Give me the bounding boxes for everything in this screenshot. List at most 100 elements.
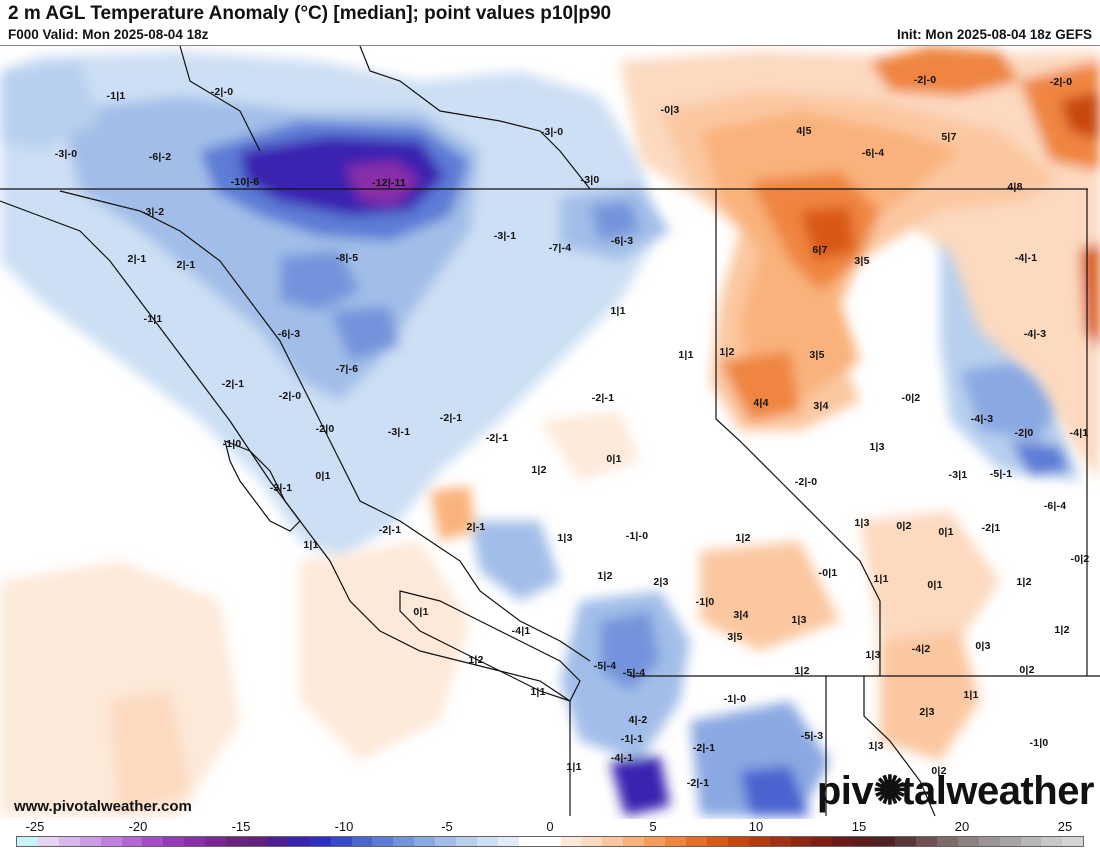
colorbar-cell [246,837,268,846]
colorbar-cell [748,837,770,846]
point-value-label: 4|-2 [628,714,648,726]
boundary-yukon-nwt [359,46,591,190]
colorbar-cell [267,837,289,846]
colorbar-cell [623,837,645,846]
point-value-label: -5|-3 [800,730,824,742]
point-value-label: 1|2 [468,654,484,666]
point-value-label: 1|2 [597,570,613,582]
colorbar-tick-label: -15 [231,819,251,834]
point-value-label: -2|-0 [794,476,818,488]
point-value-label: -2|-0 [913,74,937,86]
point-value-label: -5|-4 [593,660,617,672]
boundary-id-mt [863,676,936,817]
point-value-label: -1|0 [222,438,242,450]
point-value-label: 4|8 [1007,181,1023,193]
credit-url[interactable]: www.pivotalweather.com [14,798,192,815]
point-value-label: 3|5 [809,349,825,361]
point-value-label: -6|-3 [610,235,634,247]
colorbar-cell [853,837,875,846]
colorbar-cell [706,837,728,846]
point-value-label: 2|-1 [127,253,147,265]
point-value-label: 0|3 [975,640,991,652]
colorbar-cell [435,837,457,846]
colorbar-cell [560,837,582,846]
colorbar-cell [665,837,686,846]
colorbar-tick-label: 15 [851,819,867,834]
colorbar-cell [205,837,227,846]
point-value-label: -3|-1 [269,482,293,494]
colorbar-tick-label: 5 [649,819,657,834]
warm-anomaly-region [0,46,1100,816]
point-value-label: -2|-1 [378,524,402,536]
point-value-label: -3|0 [580,174,600,186]
point-value-label: -4|2 [911,643,931,655]
colorbar-tick-label: 25 [1057,819,1073,834]
colorbar-cell [79,837,101,846]
point-value-label: -2|-1 [221,378,245,390]
point-value-label: 1|2 [1016,576,1032,588]
point-value-label: 4|4 [753,397,769,409]
point-value-label: 0|1 [938,526,954,538]
point-value-label: 0|2 [1019,664,1035,676]
colorbar-cell [100,837,122,846]
colorbar-tick-label: -10 [334,819,354,834]
point-value-label: -0|3 [660,104,680,116]
point-value-label: 3|5 [854,255,870,267]
colorbar-cell [686,837,707,846]
point-value-label: 3|4 [733,609,749,621]
colorbar-tick-label: 10 [748,819,764,834]
point-value-label: -3|1 [948,469,968,481]
point-value-label: -4|-3 [970,413,994,425]
point-value-label: -6|-3 [277,328,301,340]
point-value-label: 1|1 [963,689,979,701]
colorbar-cell [644,837,666,846]
point-value-label: 0|1 [413,606,429,618]
point-value-label: 1|3 [854,517,870,529]
point-value-label: -7|-6 [335,363,359,375]
point-value-label: -6|-2 [148,151,172,163]
point-value-label: 5|7 [941,131,957,143]
point-value-label: 4|5 [796,125,812,137]
point-value-label: -12|-11 [371,177,407,189]
point-value-label: -10|-6 [230,176,260,188]
point-value-label: 3|4 [813,400,829,412]
point-value-label: 1|1 [303,539,319,551]
colorbar-cell [895,837,916,846]
point-value-label: 0|1 [315,470,331,482]
colorbar-cell [17,837,38,846]
colorbar-cell [581,837,603,846]
point-value-label: 2|-1 [176,259,196,271]
colorbar-cell [37,837,59,846]
boundary-lines [0,46,1100,817]
point-value-label: -2|-0 [210,86,234,98]
haida-gwaii [224,440,301,532]
coast-inner [59,190,591,662]
point-value-label: -0|2 [901,392,921,404]
anomaly-map[interactable]: -1|1 -2|-0 -3|-0 -6|-2 -10|-6 -12|-11 -3|-2 -3|… [0,45,1100,819]
point-value-label: -8|-5 [335,252,359,264]
point-value-label: 1|2 [531,464,547,476]
point-value-label: -4|1 [511,625,531,637]
point-value-label: 1|2 [735,532,751,544]
init-time-label: Init: Mon 2025-08-04 18z GEFS [896,27,1092,42]
point-value-label: -6|-4 [1043,500,1067,512]
point-value-label: 1|3 [868,740,884,752]
colorbar-cell [832,837,854,846]
point-value-label: -6|-4 [861,147,885,159]
point-value-label: -7|-4 [548,242,572,254]
colorbar-cell [393,837,415,846]
colorbar-cell [978,837,1000,846]
point-value-label: 1|3 [791,614,807,626]
colorbar-tick-label: 0 [546,819,554,834]
point-value-label: 1|1 [530,686,546,698]
colorbar-cell [476,837,498,846]
point-value-label: 1|1 [566,761,582,773]
colorbar-cell [163,837,185,846]
point-value-label: -2|-1 [686,777,710,789]
point-value-label: 0|1 [606,453,622,465]
point-value-label: 1|3 [865,649,881,661]
point-value-label: -1|0 [695,596,715,608]
colorbar-tick-label: -5 [441,819,453,834]
anomaly-field [0,46,1100,817]
point-value-label: -0|2 [1070,553,1090,565]
